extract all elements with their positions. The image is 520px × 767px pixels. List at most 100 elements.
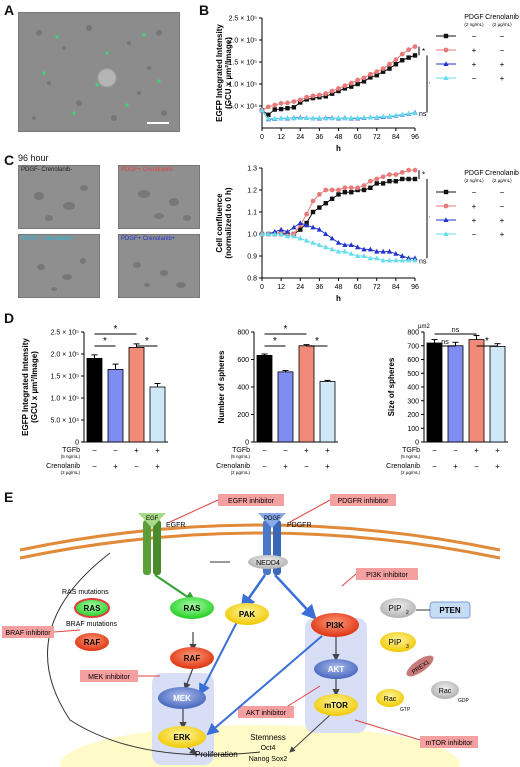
legend-header-pdgf: PDGF <box>464 170 483 177</box>
legend-cren-sign: + <box>500 74 505 83</box>
tgfb-sign: + <box>134 446 139 455</box>
micrograph-c3-label: PDGF- Crenolanib+ <box>21 236 74 242</box>
data-point <box>278 115 284 121</box>
data-point <box>342 185 348 191</box>
data-point <box>399 51 405 57</box>
sig-label: ns <box>419 258 427 265</box>
x-tick-label: 0 <box>260 284 264 291</box>
pip2-node <box>380 598 416 618</box>
micrograph-c4-label: PDGF+ Crenolanib+ <box>121 236 176 242</box>
data-point <box>367 114 373 120</box>
data-point <box>329 115 335 121</box>
data-point <box>342 242 348 247</box>
data-point <box>412 110 418 116</box>
data-point <box>367 246 373 252</box>
crenolanib-sign: + <box>155 462 160 471</box>
panel-label-d: D <box>4 310 15 326</box>
pdgfr-label: PDGFR <box>287 522 312 529</box>
data-point <box>361 75 367 81</box>
data-point <box>265 104 271 110</box>
x-tick-label: 48 <box>335 284 343 291</box>
data-point <box>291 115 297 121</box>
tgfb-sign: − <box>432 446 437 455</box>
data-point <box>380 69 386 74</box>
data-point <box>310 115 316 121</box>
data-point <box>399 253 405 258</box>
y-tick-label: 2.5 × 10⁵ <box>229 16 257 23</box>
series-line <box>261 54 416 116</box>
y-tick-label: 1.1 <box>247 210 257 217</box>
data-point <box>374 248 380 254</box>
bar <box>468 339 485 443</box>
data-point <box>367 71 373 77</box>
legend-marker <box>443 217 449 222</box>
tgfb-sign: + <box>155 446 160 455</box>
proliferation-label: Proliferation <box>195 750 238 759</box>
legend-header-pdgf-unit: (2 ng/mL) <box>464 178 484 183</box>
data-point <box>291 105 297 110</box>
ras-mutations-label: RAS mutations <box>62 589 109 596</box>
data-point <box>297 220 303 225</box>
data-point <box>387 172 392 177</box>
data-point <box>380 257 386 263</box>
egfr-label: EGFR <box>166 522 185 529</box>
bar <box>447 345 464 443</box>
sig-label: ns <box>452 327 460 334</box>
sig-label: * <box>114 324 118 335</box>
data-point <box>272 102 278 108</box>
data-point <box>317 205 322 210</box>
data-point <box>298 227 303 232</box>
data-point <box>393 179 399 184</box>
tgfb-sign: − <box>92 446 97 455</box>
y-axis-label: EGFP Integrated Intensity(GCU x µm²/Imag… <box>215 24 233 122</box>
braf-inhibition-line <box>53 629 81 633</box>
time-label: 96 hour <box>18 153 49 163</box>
mtor-label: mTOR <box>324 701 348 710</box>
legend-c: PDGF(2 ng/mL)Crenolanib(2 µg/mL) − − + − + + − + <box>436 170 519 239</box>
data-point <box>310 198 316 204</box>
legend-cren-sign: + <box>500 216 505 225</box>
data-point <box>310 93 316 99</box>
legend-header-cren: Crenolanib <box>485 170 519 177</box>
data-point <box>304 222 310 228</box>
data-point <box>348 242 354 247</box>
micrograph-c2-label: PDGF+ Crenolanib- <box>121 167 174 173</box>
data-point <box>380 66 386 71</box>
data-point <box>342 115 348 121</box>
legend-b: PDGF(2 ng/mL)Crenolanib(2 µg/mL) − − + − + + − + <box>436 14 519 83</box>
data-point <box>355 253 361 258</box>
akt-inhibitor-label: AKT inhibitor <box>246 710 287 717</box>
data-point <box>386 248 393 254</box>
stemness-label: Stemness <box>250 733 286 742</box>
data-point <box>278 106 284 112</box>
sig-label: * <box>103 336 107 347</box>
y-tick-label: 2.5 × 10⁵ <box>51 330 79 337</box>
legend-pdgf-sign: − <box>472 230 477 239</box>
tgfb-sign: + <box>325 446 330 455</box>
panel-label-e: E <box>4 489 14 505</box>
x-tick-label: 24 <box>296 284 304 291</box>
data-point <box>348 115 354 120</box>
sig-label: * <box>429 215 430 224</box>
data-point <box>374 176 380 182</box>
tgfb-sign: − <box>453 446 458 455</box>
legend-pdgf-sign: − <box>472 188 477 197</box>
pak-node <box>225 603 269 625</box>
legend-header-pdgf: PDGF <box>464 14 483 21</box>
data-point <box>406 47 412 53</box>
data-point <box>412 176 418 182</box>
data-point <box>399 257 405 263</box>
x-axis-label: h <box>336 294 341 303</box>
y-tick-label: 600 <box>407 357 419 364</box>
y-tick-label: 1.3 <box>247 166 257 173</box>
micrograph-c2: PDGF+ Crenolanib- <box>118 165 200 229</box>
data-point <box>348 251 354 256</box>
data-point <box>374 69 380 75</box>
data-point <box>310 209 316 215</box>
y-tick-label: 1.5 × 10⁵ <box>51 374 79 381</box>
data-point <box>406 55 411 60</box>
data-point <box>285 106 290 111</box>
tgfb-label: TGFb <box>402 447 420 454</box>
data-point <box>284 229 291 234</box>
data-point <box>265 231 271 236</box>
